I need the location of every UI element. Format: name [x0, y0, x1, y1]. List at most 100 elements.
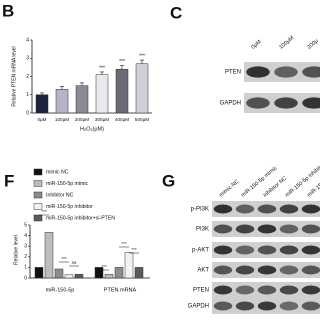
- x-tick-label: 500μM: [135, 117, 149, 122]
- lane-label: mimic NC: [218, 179, 240, 199]
- row-label: AKT: [197, 268, 209, 274]
- lane-label: 0μM: [250, 39, 262, 51]
- significance: ns: [72, 260, 78, 265]
- row-label: GAPDH: [220, 101, 241, 107]
- row-label: PTEN: [225, 70, 241, 76]
- y-tick-label: 1: [24, 265, 27, 271]
- y-axis-label: Relative level: [13, 235, 19, 265]
- band: [301, 301, 320, 311]
- y-tick-label: 2: [24, 254, 27, 260]
- panel-letter: G: [162, 171, 175, 190]
- band: [257, 224, 277, 234]
- band: [279, 301, 299, 311]
- bar: [135, 63, 149, 114]
- y-tick-label: 0: [26, 110, 29, 116]
- bar: [44, 232, 54, 279]
- y-tick-label: 5: [24, 222, 27, 228]
- y-tick-label: 2: [26, 74, 29, 80]
- bar: [114, 267, 124, 279]
- significance: ***: [41, 209, 47, 214]
- bar: [115, 68, 129, 114]
- legend-label: Inhibitor NC: [46, 192, 74, 198]
- bar: [75, 85, 89, 114]
- band: [301, 285, 320, 295]
- band: [279, 224, 299, 234]
- legend-swatch: [33, 191, 43, 199]
- x-axis-label: H₂O₂(μM): [80, 126, 104, 132]
- x-tick-label: miR-150-5p: [46, 287, 75, 293]
- band: [246, 66, 270, 78]
- band: [274, 66, 298, 78]
- band: [279, 285, 299, 295]
- significance: ***: [101, 264, 107, 269]
- legend-swatch: [33, 203, 43, 210]
- y-axis-label: Relative PTEN mRNA level: [11, 46, 17, 106]
- band: [257, 301, 277, 311]
- band: [302, 97, 320, 109]
- band: [235, 285, 255, 295]
- x-tick-label: 100μM: [55, 117, 69, 122]
- panel-letter: C: [170, 3, 182, 22]
- lane-label: miR-150-5p mimic: [240, 165, 278, 198]
- band: [246, 97, 270, 109]
- row-label: p-AKT: [192, 248, 209, 254]
- legend-swatch: [33, 168, 43, 176]
- bar: [54, 268, 64, 279]
- lane-label: 200μ: [306, 38, 319, 51]
- bar: [95, 74, 109, 114]
- band: [235, 245, 255, 255]
- x-tick-label: 400μM: [115, 117, 129, 122]
- lane-label: 100μM: [278, 35, 295, 51]
- band: [235, 204, 255, 214]
- band: [279, 265, 299, 275]
- band: [257, 285, 277, 295]
- legend-swatch: [33, 180, 43, 187]
- bar: [134, 267, 144, 279]
- bar: [55, 89, 69, 114]
- y-tick-label: 4: [26, 37, 29, 43]
- significance: ***: [131, 247, 137, 252]
- band: [213, 204, 233, 214]
- bar: [94, 267, 104, 279]
- legend-label: mimic NC: [46, 169, 69, 175]
- panel-letter: F: [4, 171, 14, 190]
- x-tick-label: PTEN mRNA: [104, 287, 137, 293]
- band: [301, 204, 320, 214]
- y-tick-label: 3: [26, 56, 29, 62]
- band: [301, 245, 320, 255]
- band: [213, 224, 233, 234]
- band: [279, 245, 299, 255]
- bar: [35, 94, 49, 114]
- row-label: PTEN: [193, 288, 209, 294]
- band: [279, 204, 299, 214]
- y-tick-label: 4: [24, 233, 27, 239]
- x-tick-label: 300μM: [95, 117, 109, 122]
- significance: ***: [139, 53, 145, 59]
- row-label: p-PI3K: [191, 207, 209, 213]
- band: [213, 285, 233, 295]
- bar: [74, 274, 84, 279]
- band: [274, 97, 298, 109]
- row-label: PI3K: [196, 227, 209, 233]
- band: [235, 265, 255, 275]
- y-tick-label: 0: [24, 275, 27, 281]
- legend-label: miR-150-5p inhibitor: [46, 204, 93, 210]
- row-label: GAPDH: [188, 304, 209, 310]
- significance: ***: [119, 59, 125, 65]
- band: [301, 224, 320, 234]
- x-tick-label: 200μM: [75, 117, 89, 122]
- significance: ***: [121, 241, 127, 246]
- band: [235, 301, 255, 311]
- band: [235, 224, 255, 234]
- band: [257, 265, 277, 275]
- legend-swatch: [33, 214, 43, 222]
- legend-label: miR-150-5p mimic: [46, 181, 88, 187]
- band: [301, 265, 320, 275]
- band: [257, 245, 277, 255]
- panel-letter: B: [2, 1, 14, 20]
- band: [257, 204, 277, 214]
- band: [213, 301, 233, 311]
- significance: ***: [99, 65, 105, 71]
- x-tick-label: 0μM: [37, 117, 46, 122]
